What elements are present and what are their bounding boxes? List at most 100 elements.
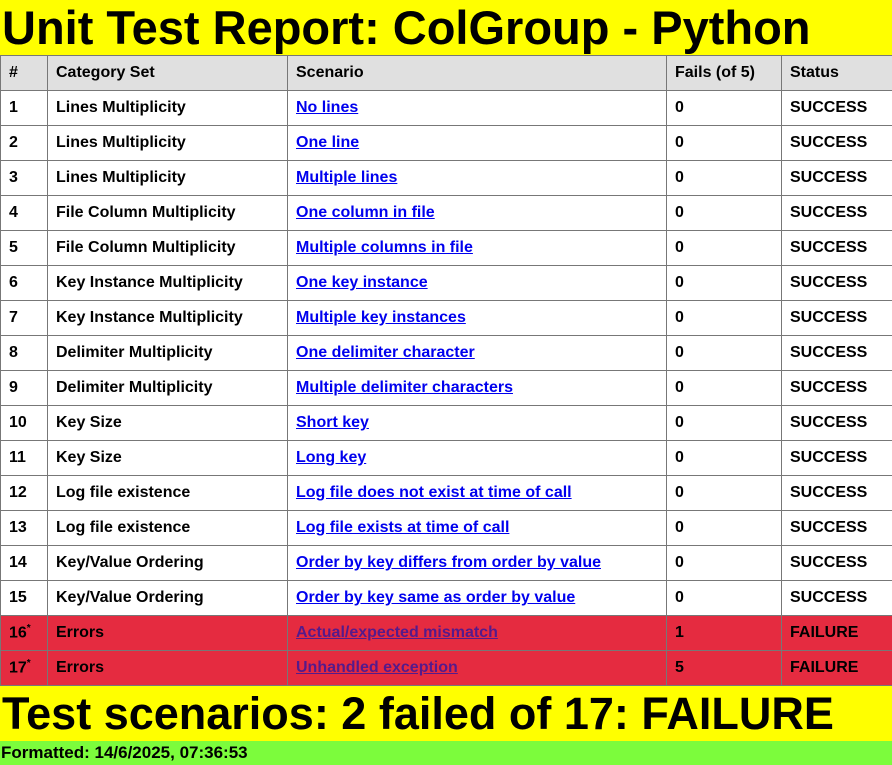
category-set: Log file existence — [48, 476, 288, 511]
status-badge: SUCCESS — [782, 371, 892, 406]
fails-count: 0 — [667, 371, 782, 406]
fails-count: 0 — [667, 231, 782, 266]
row-number-value: 6 — [9, 274, 18, 291]
col-header-scenario: Scenario — [288, 56, 667, 91]
fails-count: 0 — [667, 91, 782, 126]
status-badge: SUCCESS — [782, 161, 892, 196]
scenario-link[interactable]: Multiple lines — [296, 169, 397, 186]
row-number-value: 10 — [9, 414, 27, 431]
row-number-value: 1 — [9, 99, 18, 116]
status-badge: SUCCESS — [782, 196, 892, 231]
row-number-value: 8 — [9, 344, 18, 361]
scenario-cell: Actual/expected mismatch — [288, 616, 667, 651]
row-number-value: 15 — [9, 589, 27, 606]
status-badge: SUCCESS — [782, 476, 892, 511]
scenario-cell: One line — [288, 126, 667, 161]
results-table: # Category Set Scenario Fails (of 5) Sta… — [0, 55, 892, 686]
status-badge: SUCCESS — [782, 301, 892, 336]
formatted-timestamp: Formatted: 14/6/2025, 07:36:53 — [0, 741, 892, 765]
scenario-cell: Log file exists at time of call — [288, 511, 667, 546]
row-number: 2 — [1, 126, 48, 161]
row-number-value: 7 — [9, 309, 18, 326]
category-set: File Column Multiplicity — [48, 231, 288, 266]
fails-count: 1 — [667, 616, 782, 651]
fails-count: 0 — [667, 441, 782, 476]
category-set: Log file existence — [48, 511, 288, 546]
scenario-link[interactable]: Unhandled exception — [296, 659, 458, 676]
row-number-value: 2 — [9, 134, 18, 151]
row-number: 7 — [1, 301, 48, 336]
fails-count: 0 — [667, 406, 782, 441]
scenario-link[interactable]: Order by key differs from order by value — [296, 554, 601, 571]
status-badge: SUCCESS — [782, 266, 892, 301]
report-title: Unit Test Report: ColGroup - Python — [0, 0, 892, 55]
scenario-link[interactable]: Log file exists at time of call — [296, 519, 509, 536]
fails-count: 0 — [667, 196, 782, 231]
category-set: Key Instance Multiplicity — [48, 266, 288, 301]
row-number: 3 — [1, 161, 48, 196]
scenario-link[interactable]: Actual/expected mismatch — [296, 624, 498, 641]
row-number: 12 — [1, 476, 48, 511]
status-badge: SUCCESS — [782, 231, 892, 266]
scenario-link[interactable]: Multiple key instances — [296, 309, 466, 326]
category-set: Lines Multiplicity — [48, 161, 288, 196]
status-badge: SUCCESS — [782, 441, 892, 476]
row-number: 8 — [1, 336, 48, 371]
scenario-link[interactable]: One column in file — [296, 204, 435, 221]
table-row: 15 Key/Value Ordering Order by key same as… — [1, 581, 892, 616]
col-header-fails: Fails (of 5) — [667, 56, 782, 91]
scenario-link[interactable]: No lines — [296, 99, 358, 116]
row-number-value: 17 — [9, 660, 27, 677]
scenario-cell: Multiple columns in file — [288, 231, 667, 266]
row-number: 13 — [1, 511, 48, 546]
category-set: Key/Value Ordering — [48, 581, 288, 616]
category-set: Key Size — [48, 406, 288, 441]
scenario-cell: Multiple delimiter characters — [288, 371, 667, 406]
fails-count: 5 — [667, 651, 782, 686]
row-number-value: 3 — [9, 169, 18, 186]
scenario-cell: Order by key differs from order by value — [288, 546, 667, 581]
status-badge: FAILURE — [782, 651, 892, 686]
fails-count: 0 — [667, 336, 782, 371]
scenario-link[interactable]: Short key — [296, 414, 369, 431]
summary-line: Test scenarios: 2 failed of 17: FAILURE — [0, 686, 892, 741]
category-set: Key Instance Multiplicity — [48, 301, 288, 336]
fails-count: 0 — [667, 546, 782, 581]
category-set: Delimiter Multiplicity — [48, 336, 288, 371]
scenario-link[interactable]: One line — [296, 134, 359, 151]
category-set: Lines Multiplicity — [48, 126, 288, 161]
scenario-link[interactable]: One key instance — [296, 274, 428, 291]
scenario-cell: Log file does not exist at time of call — [288, 476, 667, 511]
fails-count: 0 — [667, 126, 782, 161]
scenario-link[interactable]: Long key — [296, 449, 366, 466]
scenario-link[interactable]: One delimiter character — [296, 344, 475, 361]
row-number: 5 — [1, 231, 48, 266]
row-number: 16* — [1, 616, 48, 651]
scenario-link[interactable]: Log file does not exist at time of call — [296, 484, 572, 501]
scenario-link[interactable]: Multiple delimiter characters — [296, 379, 513, 396]
row-number-value: 11 — [9, 449, 26, 466]
row-number-value: 4 — [9, 204, 18, 221]
fails-count: 0 — [667, 161, 782, 196]
scenario-link[interactable]: Order by key same as order by value — [296, 589, 575, 606]
col-header-status: Status — [782, 56, 892, 91]
scenario-link[interactable]: Multiple columns in file — [296, 239, 473, 256]
scenario-cell: Multiple lines — [288, 161, 667, 196]
failure-marker: * — [27, 658, 31, 669]
scenario-cell: One key instance — [288, 266, 667, 301]
col-header-num: # — [1, 56, 48, 91]
row-number: 9 — [1, 371, 48, 406]
row-number: 11 — [1, 441, 48, 476]
status-badge: SUCCESS — [782, 126, 892, 161]
row-number-value: 9 — [9, 379, 18, 396]
row-number: 6 — [1, 266, 48, 301]
